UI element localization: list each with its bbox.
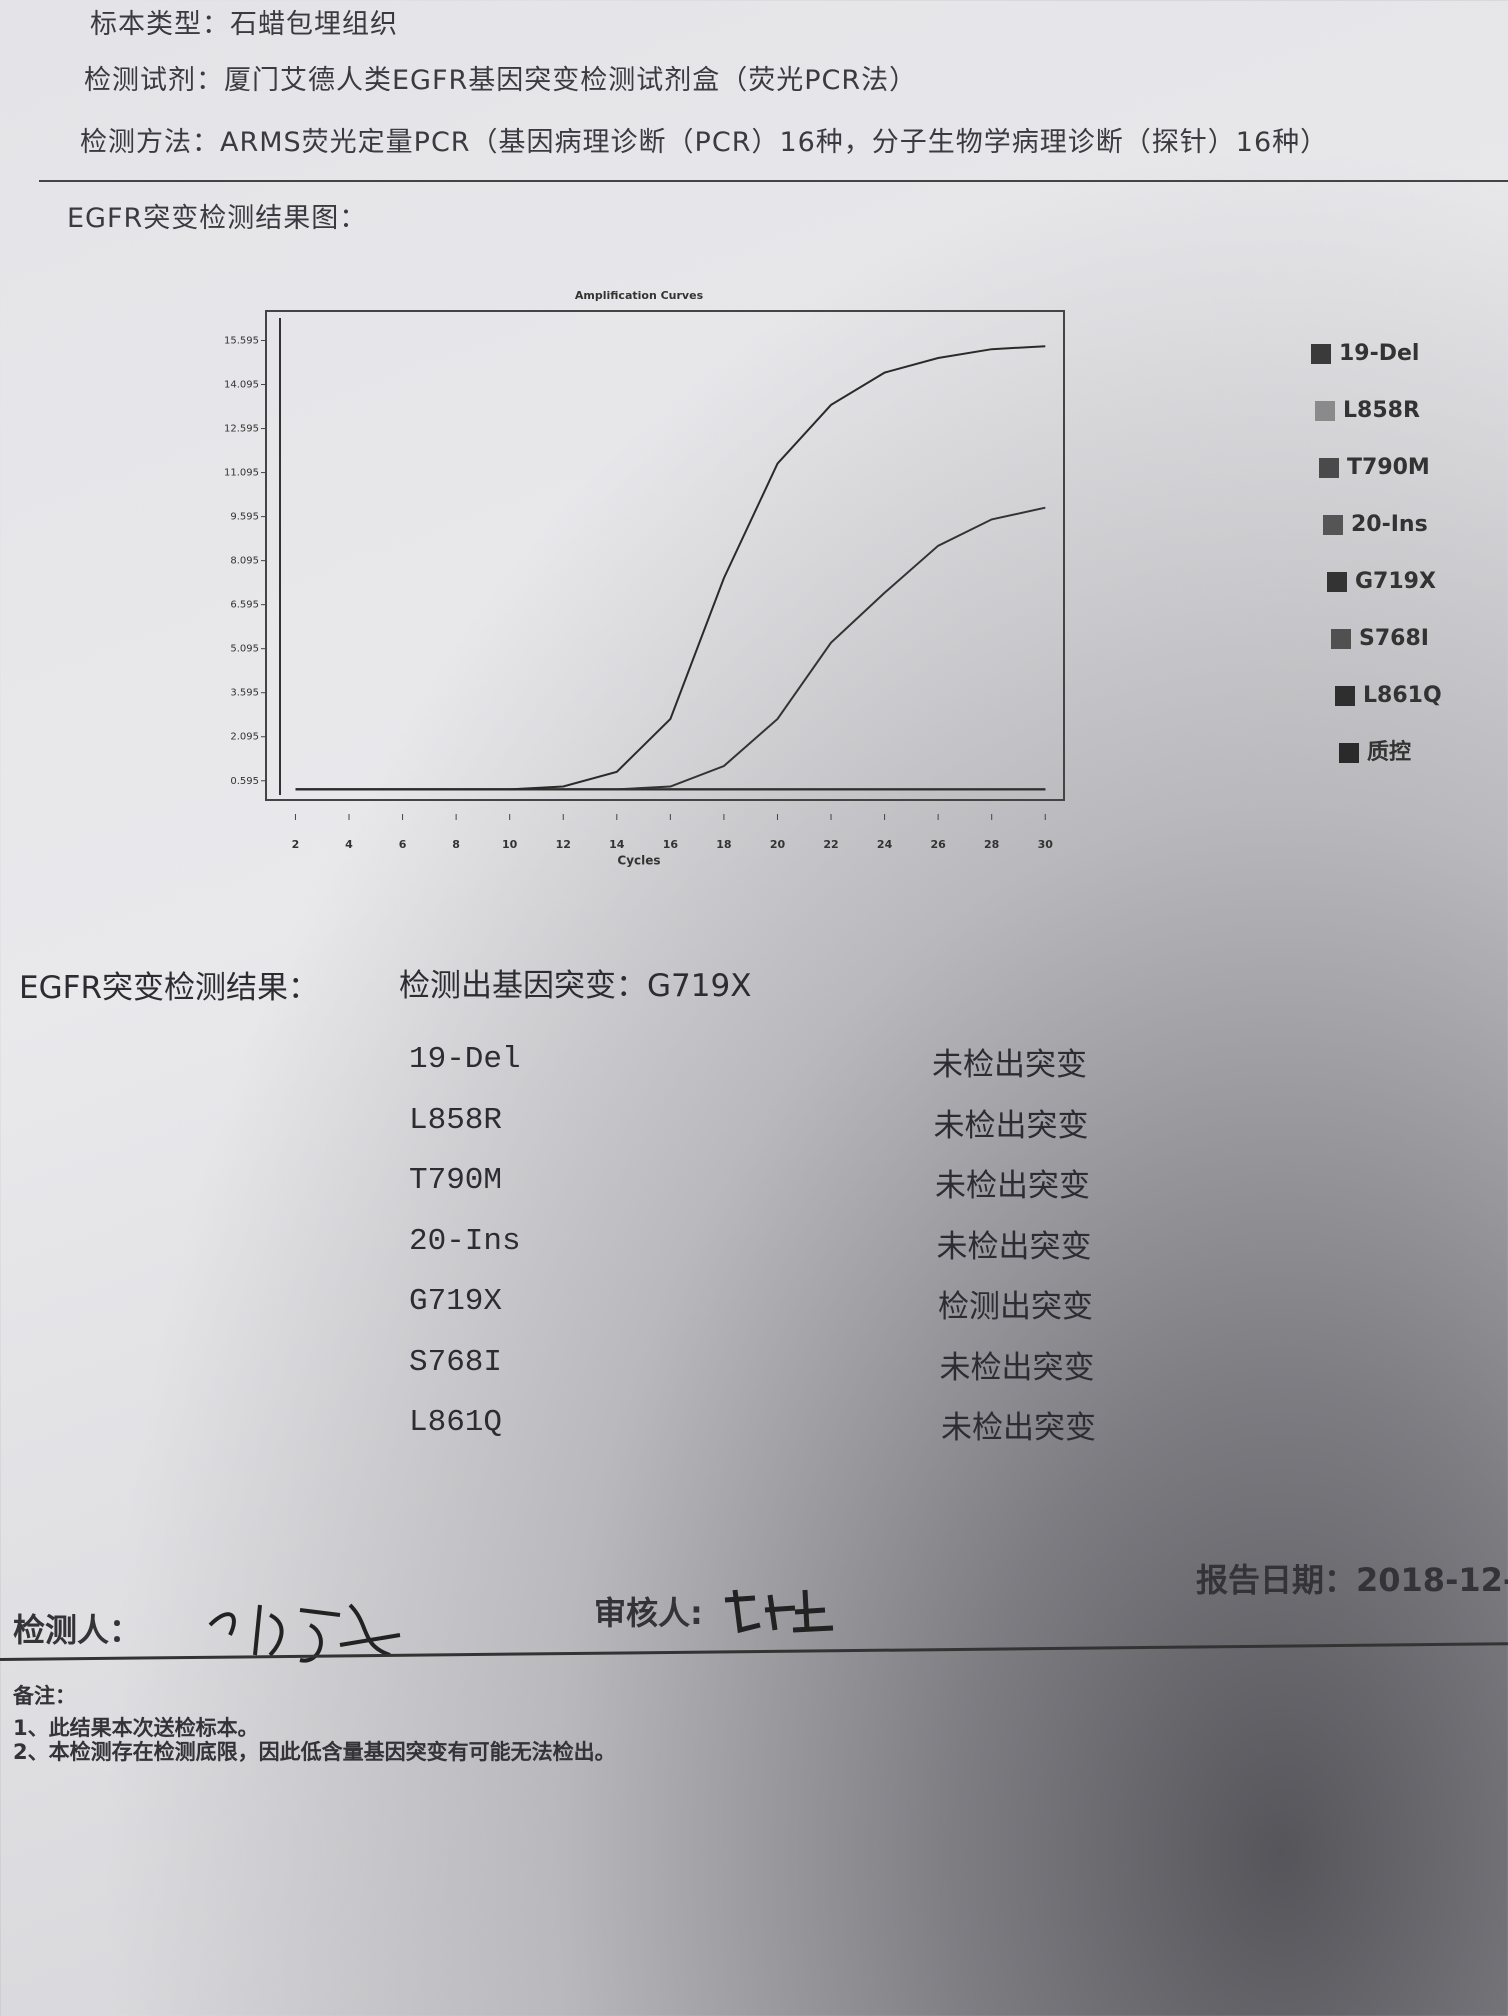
reagent: 检测试剂：厦门艾德人类EGFR基因突变检测试剂盒（荧光PCR法）	[84, 65, 918, 96]
mutation-name: 20-Ins	[409, 1223, 521, 1259]
mutation-name: L861Q	[409, 1405, 503, 1440]
x-tick-label: 16	[663, 838, 679, 851]
y-tick-label: 3.595	[230, 688, 259, 699]
divider	[39, 180, 1508, 182]
legend-swatch	[1315, 401, 1335, 421]
mutation-name: G719X	[409, 1284, 503, 1319]
mutation-status: 未检出突变	[936, 1228, 1092, 1265]
legend-swatch	[1311, 344, 1331, 364]
reviewer-label: 审核人:	[594, 1594, 703, 1632]
y-tick-label: 12.595	[224, 424, 259, 435]
curve	[295, 506, 1046, 791]
curve	[295, 345, 1046, 791]
note-line: 备注：	[13, 1684, 76, 1708]
chart-heading: EGFR突变检测结果图：	[67, 203, 368, 234]
legend-label: T790M	[1347, 455, 1430, 480]
legend-swatch	[1319, 458, 1339, 478]
note-line: 2、本检测存在检测底限，因此低含量基因突变有可能无法检出。	[13, 1740, 616, 1764]
x-tick-label: 6	[399, 838, 407, 851]
legend-label: G719X	[1355, 569, 1436, 594]
x-tick-label: 14	[609, 838, 625, 851]
x-tick-label: 22	[823, 838, 838, 851]
legend-label: L858R	[1343, 398, 1420, 423]
legend-swatch	[1327, 572, 1347, 592]
legend-label: L861Q	[1363, 683, 1442, 708]
mutation-name: S768I	[409, 1344, 503, 1380]
y-tick-label: 15.595	[224, 335, 259, 346]
legend-label: 质控	[1367, 739, 1411, 765]
x-tick-label: 30	[1038, 838, 1054, 851]
y-tick-label: 11.095	[224, 468, 259, 479]
chart-title: Amplification Curves	[575, 289, 704, 302]
x-tick-label: 26	[930, 838, 946, 851]
y-tick-label: 6.595	[230, 600, 259, 611]
legend-label: 20-Ins	[1351, 512, 1428, 537]
mutation-name: T790M	[409, 1163, 503, 1198]
mutation-name: 19-Del	[409, 1042, 521, 1077]
x-tick-label: 20	[770, 838, 786, 851]
tester-signature	[208, 1603, 401, 1663]
x-axis-label: Cycles	[617, 854, 660, 868]
mutation-status: 未检出突变	[932, 1047, 1087, 1083]
y-tick-label: 2.095	[230, 732, 259, 743]
chart: Amplification Curves Cycles 0.595 2.095 3.…	[224, 289, 1442, 868]
y-tick-label: 14.095	[224, 380, 259, 391]
y-tick-label: 8.095	[230, 556, 259, 567]
legend-swatch	[1331, 629, 1351, 649]
x-tick-label: 2	[292, 838, 300, 851]
reviewer-signature	[724, 1589, 834, 1634]
legend-swatch	[1323, 515, 1343, 535]
y-tick-label: 9.595	[230, 512, 259, 523]
report-date: 报告日期：2018-12-	[1196, 1561, 1508, 1599]
method: 检测方法：ARMS荧光定量PCR（基因病理诊断（PCR）16种，分子生物学病理诊…	[80, 127, 1329, 158]
x-tick-label: 4	[345, 838, 353, 851]
mutation-name: L858R	[409, 1102, 503, 1138]
note-line: 1、此结果本次送检标本。	[13, 1716, 259, 1740]
specimen-type: 标本类型：石蜡包埋组织	[90, 9, 398, 40]
mutation-status: 未检出突变	[941, 1410, 1096, 1446]
x-tick-label: 12	[556, 838, 571, 851]
tester-label: 检测人：	[13, 1611, 142, 1649]
result-label: EGFR突变检测结果：	[19, 970, 319, 1006]
result-summary: 检测出基因突变：G719X	[399, 968, 752, 1004]
legend-label: S768I	[1359, 626, 1429, 651]
x-tick-label: 28	[984, 838, 999, 851]
mutation-status: 检测出突变	[938, 1289, 1093, 1325]
legend-label: 19-Del	[1339, 341, 1419, 366]
y-tick-label: 0.595	[230, 776, 259, 787]
plot-frame	[265, 310, 1065, 801]
legend-swatch	[1335, 686, 1355, 706]
mutation-status: 未检出突变	[939, 1349, 1095, 1386]
mutation-status: 未检出突变	[933, 1107, 1089, 1144]
x-tick-label: 8	[452, 838, 460, 851]
mutation-status: 未检出突变	[935, 1168, 1090, 1204]
x-tick-label: 10	[502, 838, 518, 851]
x-tick-label: 18	[716, 838, 731, 851]
legend-swatch	[1339, 743, 1359, 763]
y-tick-label: 5.095	[230, 644, 259, 655]
x-tick-label: 24	[877, 838, 893, 851]
